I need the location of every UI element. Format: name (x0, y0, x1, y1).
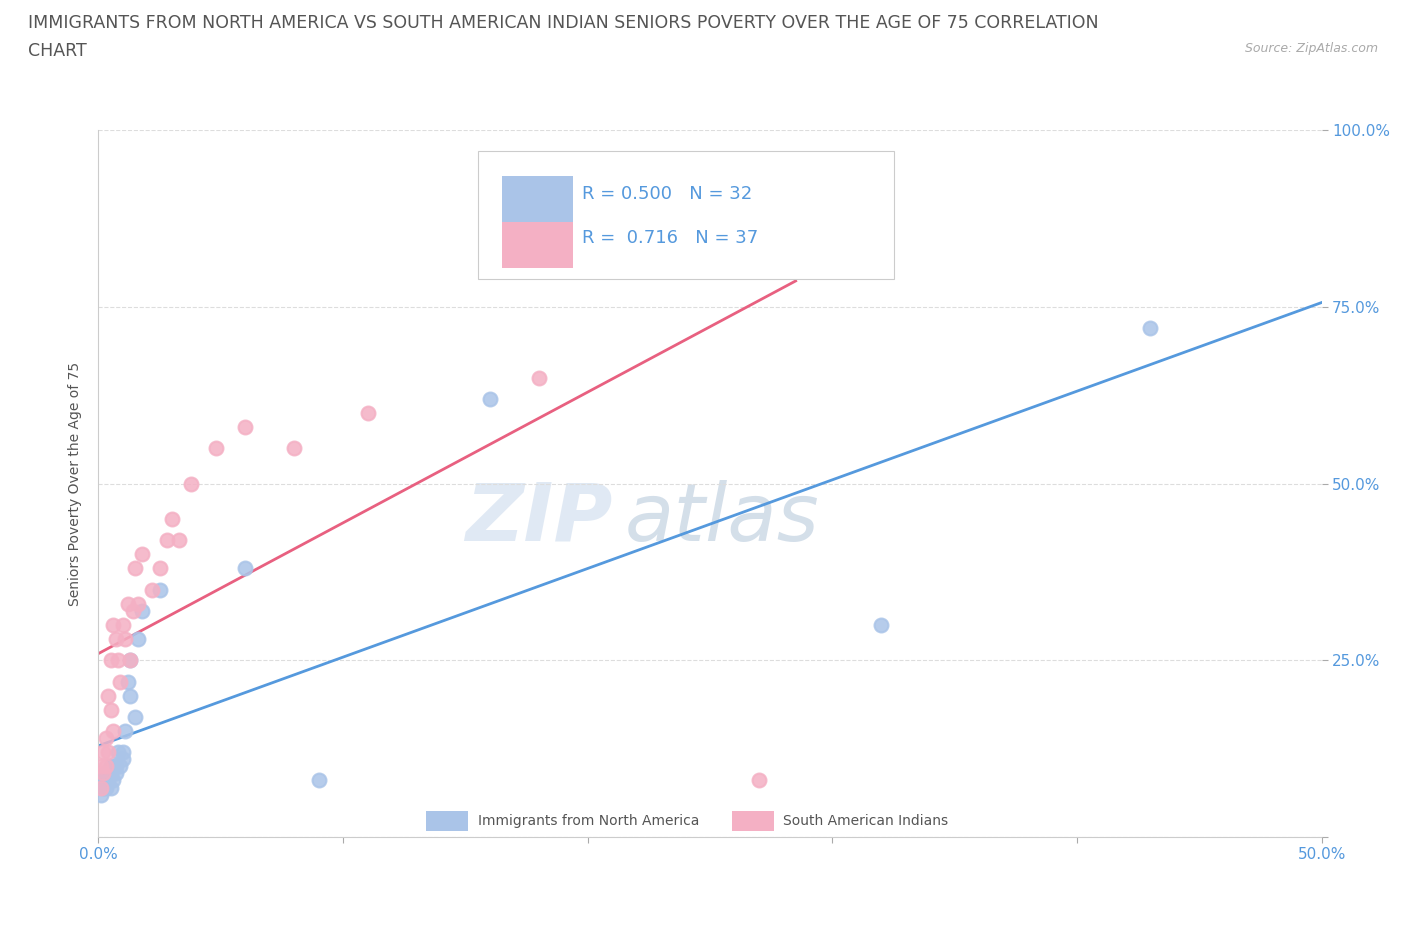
Text: atlas: atlas (624, 480, 820, 558)
Text: Source: ZipAtlas.com: Source: ZipAtlas.com (1244, 42, 1378, 55)
Text: IMMIGRANTS FROM NORTH AMERICA VS SOUTH AMERICAN INDIAN SENIORS POVERTY OVER THE : IMMIGRANTS FROM NORTH AMERICA VS SOUTH A… (28, 14, 1098, 32)
Point (91, 773, 114, 788)
Point (120, 688, 142, 703)
Point (156, 533, 179, 548)
Point (167, 533, 190, 548)
Point (114, 631, 136, 646)
Point (90, 787, 112, 802)
Point (91, 766, 114, 781)
Point (527, 370, 550, 385)
Point (97, 773, 120, 788)
Point (107, 653, 129, 668)
Point (121, 604, 143, 618)
FancyBboxPatch shape (502, 176, 574, 222)
Point (104, 766, 127, 781)
Point (104, 759, 127, 774)
Point (94, 773, 117, 788)
Point (117, 596, 139, 611)
Point (100, 759, 122, 774)
FancyBboxPatch shape (733, 811, 773, 831)
Point (90, 780, 112, 795)
Point (127, 596, 149, 611)
Point (1139, 321, 1161, 336)
Text: South American Indians: South American Indians (783, 814, 949, 828)
Point (131, 604, 153, 618)
Point (97, 766, 120, 781)
Point (94, 780, 117, 795)
Point (104, 631, 127, 646)
Point (308, 773, 330, 788)
Point (111, 745, 134, 760)
Point (97, 745, 120, 760)
Point (90, 759, 112, 774)
Point (748, 773, 770, 788)
Point (107, 745, 129, 760)
Point (180, 476, 202, 491)
Point (111, 751, 134, 766)
Text: R = 0.500   N = 32: R = 0.500 N = 32 (582, 185, 752, 204)
Point (91, 745, 114, 760)
Point (101, 773, 124, 788)
Y-axis label: Seniors Poverty Over the Age of 75: Seniors Poverty Over the Age of 75 (69, 362, 83, 605)
Point (124, 710, 146, 724)
Point (101, 618, 124, 632)
Point (141, 582, 163, 597)
Point (120, 653, 142, 668)
Point (100, 780, 122, 795)
Point (101, 759, 124, 774)
Text: ZIP: ZIP (465, 480, 612, 558)
Point (94, 766, 117, 781)
Point (114, 724, 136, 738)
Point (356, 405, 378, 420)
Point (160, 512, 183, 526)
Point (120, 653, 142, 668)
Point (131, 547, 153, 562)
Point (205, 441, 228, 456)
Point (772, 158, 794, 173)
Point (94, 731, 117, 746)
Point (149, 561, 172, 576)
Point (283, 441, 305, 456)
Point (149, 582, 172, 597)
Point (233, 419, 256, 434)
Point (117, 674, 139, 689)
FancyBboxPatch shape (502, 222, 574, 268)
Point (100, 702, 122, 717)
Text: CHART: CHART (28, 42, 87, 60)
Point (91, 780, 114, 795)
Point (478, 392, 501, 406)
Point (110, 674, 132, 689)
Point (626, 179, 648, 194)
Point (111, 618, 134, 632)
FancyBboxPatch shape (426, 811, 468, 831)
Text: R =  0.716   N = 37: R = 0.716 N = 37 (582, 229, 758, 247)
FancyBboxPatch shape (478, 152, 894, 279)
Text: Immigrants from North America: Immigrants from North America (478, 814, 699, 828)
Point (127, 631, 149, 646)
Point (100, 653, 122, 668)
Point (100, 766, 122, 781)
Point (110, 759, 132, 774)
Point (233, 561, 256, 576)
Point (101, 724, 124, 738)
Point (97, 688, 120, 703)
Point (124, 561, 146, 576)
Point (94, 759, 117, 774)
Point (870, 618, 893, 632)
